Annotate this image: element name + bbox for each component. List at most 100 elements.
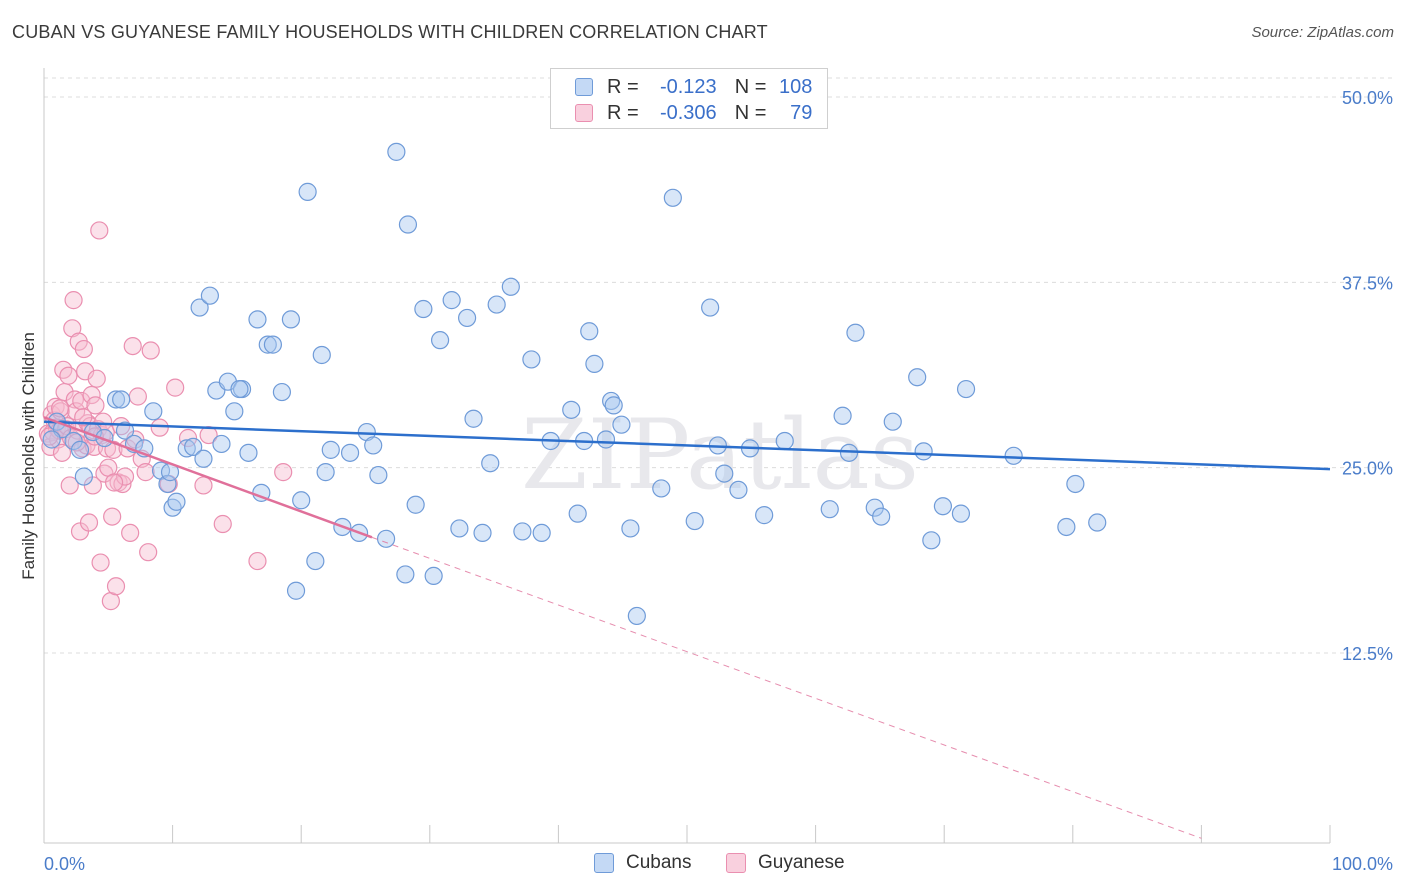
- cubans-point: [627, 606, 646, 626]
- cubans-point: [387, 142, 406, 161]
- cubans-point: [158, 474, 177, 494]
- cubans-point: [513, 522, 532, 541]
- guyanese-points: [38, 221, 293, 611]
- source-label: Source: ZipAtlas.com: [1251, 24, 1394, 41]
- guyanese-point: [50, 399, 70, 418]
- watermark: ZIPatlas: [521, 399, 919, 511]
- cubans-point: [1057, 517, 1076, 537]
- n-label: N =: [734, 75, 767, 98]
- cubans-point: [908, 368, 927, 387]
- y-tick-label: 37.5%: [1342, 273, 1393, 293]
- cubans-point: [473, 523, 492, 543]
- r-label: R =: [607, 75, 639, 98]
- legend-row-guyanese: R = -0.306 N = 79: [575, 101, 812, 125]
- guyanese-point: [86, 396, 105, 415]
- cubans-point: [956, 379, 976, 399]
- cubans-point: [340, 443, 360, 462]
- cubans-point: [621, 519, 640, 538]
- cubans-point: [442, 291, 461, 310]
- cubans-point: [364, 436, 383, 455]
- cubans-point: [212, 434, 231, 454]
- cubans-point: [914, 442, 933, 461]
- guyanese-point: [194, 476, 213, 495]
- legend-label-cubans: Cubans: [626, 852, 692, 873]
- cubans-point: [481, 454, 500, 473]
- cubans-point: [396, 565, 415, 584]
- cubans-point: [872, 507, 891, 526]
- grid-lines: [44, 77, 1395, 654]
- x-tick-labels: 0.0% 100.0%: [44, 854, 1393, 874]
- cubans-point: [580, 322, 599, 341]
- cubans-point: [286, 581, 306, 600]
- cubans-point: [424, 566, 443, 586]
- cubans-point: [1004, 446, 1023, 465]
- cubans-point: [144, 402, 163, 421]
- cubans-point: [74, 467, 93, 486]
- cubans-point: [177, 439, 196, 458]
- cubans-point: [321, 440, 340, 459]
- guyanese-swatch: [575, 104, 593, 122]
- cubans-point: [596, 430, 616, 449]
- cubans-point: [230, 379, 249, 399]
- guyanese-point: [136, 463, 155, 482]
- guyanese-point: [128, 387, 147, 406]
- cubans-point: [115, 421, 135, 440]
- chart-title: CUBAN VS GUYANESE FAMILY HOUSEHOLDS WITH…: [12, 22, 768, 42]
- cubans-trend-line: [43, 420, 1331, 471]
- guyanese-point: [123, 336, 142, 356]
- cubans-point: [64, 431, 83, 451]
- cubans-point: [239, 443, 258, 462]
- cubans-points: [42, 142, 1107, 626]
- correlation-legend: R = -0.123 N = 108 R = -0.306 N = 79: [550, 68, 828, 129]
- guyanese-point: [139, 543, 158, 562]
- cubans-point: [755, 506, 774, 525]
- cubans-point: [263, 335, 283, 354]
- guyanese-point: [74, 339, 93, 359]
- cubans-swatch: [575, 78, 593, 96]
- guyanese-point: [91, 553, 110, 572]
- cubans-point: [562, 400, 581, 419]
- cubans-point: [883, 412, 902, 431]
- guyanese-point: [121, 523, 140, 543]
- cubans-point: [316, 463, 335, 482]
- cubans-point: [457, 308, 477, 328]
- cubans-point: [200, 286, 219, 305]
- cubans-point: [464, 409, 483, 428]
- x-tick-label: 100.0%: [1332, 854, 1393, 874]
- cubans-point: [306, 551, 325, 571]
- cubans-point: [312, 345, 331, 365]
- x-tick-label: 0.0%: [44, 854, 85, 874]
- series-legend: Cubans Guyanese: [0, 852, 1406, 878]
- r-value: -0.123: [659, 75, 717, 98]
- guyanese-trend-line: [43, 416, 373, 539]
- cubans-point: [701, 298, 720, 317]
- cubans-point: [775, 431, 794, 451]
- cubans-point: [376, 529, 396, 548]
- guyanese-point: [87, 369, 106, 388]
- cubans-point: [414, 299, 433, 319]
- guyanese-point: [141, 341, 160, 360]
- axes: [43, 68, 1331, 844]
- cubans-point: [501, 277, 520, 296]
- cubans-point: [281, 310, 301, 329]
- cubans-point: [729, 480, 748, 500]
- cubans-point: [406, 495, 425, 514]
- guyanese-swatch: [726, 853, 746, 873]
- n-value: 108: [779, 75, 813, 98]
- r-value: -0.306: [659, 101, 717, 124]
- cubans-point: [194, 449, 213, 468]
- cubans-point: [258, 335, 277, 354]
- cubans-point: [298, 182, 317, 201]
- cubans-point: [225, 402, 244, 421]
- cubans-point: [248, 310, 267, 329]
- cubans-point: [184, 437, 203, 457]
- guyanese-point: [90, 221, 109, 240]
- y-tick-label: 50.0%: [1342, 88, 1393, 108]
- guyanese-point: [60, 476, 79, 495]
- guyanese-point: [166, 378, 185, 397]
- cubans-point: [292, 491, 311, 510]
- guyanese-point: [106, 577, 126, 596]
- cubans-point: [487, 295, 506, 314]
- cubans-swatch: [594, 853, 614, 873]
